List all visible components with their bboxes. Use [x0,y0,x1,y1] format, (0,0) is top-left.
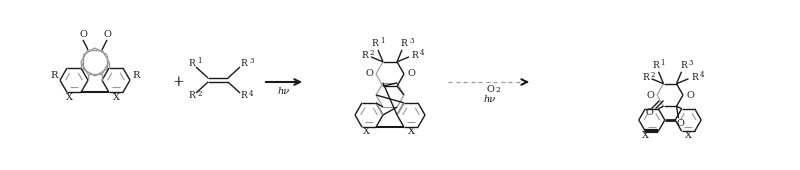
Text: O: O [646,90,654,99]
Text: O: O [646,108,654,117]
Text: X: X [407,127,414,136]
Text: 1: 1 [661,59,665,67]
Text: 3: 3 [689,59,693,67]
Text: X: X [685,131,692,140]
Text: 3: 3 [249,57,254,65]
Text: O: O [79,30,87,39]
Text: hν: hν [278,87,290,96]
Text: 2: 2 [197,90,202,98]
Text: 4: 4 [699,71,704,79]
Text: 2: 2 [370,49,374,57]
Text: 4: 4 [420,49,425,57]
Text: 2: 2 [495,86,500,94]
Text: O: O [686,90,694,99]
Text: 1: 1 [380,37,385,45]
Text: X: X [66,92,74,101]
Text: 1: 1 [197,57,202,65]
Text: X: X [642,131,649,140]
Text: R: R [401,39,407,48]
Text: X: X [362,127,370,136]
Text: R: R [680,61,687,70]
Text: O: O [677,119,685,128]
Text: R: R [412,51,418,60]
Text: R: R [241,59,247,69]
Text: R: R [132,72,139,81]
Text: R: R [642,73,649,82]
Text: +: + [172,75,184,89]
Text: R: R [362,51,368,60]
Text: 2: 2 [650,71,655,79]
Text: O: O [486,86,494,95]
Text: 4: 4 [249,90,254,98]
Text: X: X [113,92,119,101]
Text: R: R [691,73,698,82]
Text: hν: hν [484,96,496,105]
Text: O: O [103,30,111,39]
Text: R: R [50,72,58,81]
Text: O: O [365,70,373,79]
Text: R: R [241,91,247,100]
Text: 3: 3 [409,37,414,45]
Text: R: R [372,39,378,48]
Text: R: R [189,91,195,100]
Text: O: O [407,70,415,79]
Text: R: R [652,61,659,70]
Text: R: R [189,59,195,69]
